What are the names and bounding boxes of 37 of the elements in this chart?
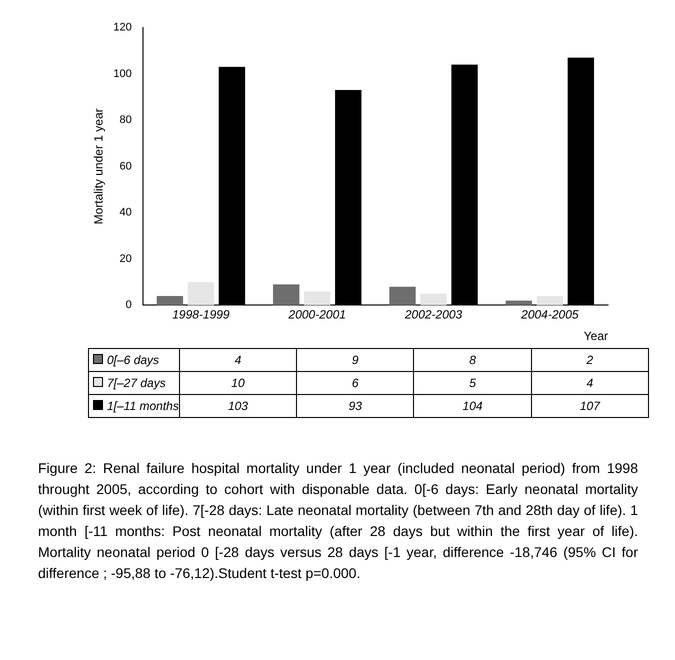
y-tick-label: 100 [113, 68, 132, 80]
caption: Figure 2: Renal failure hospital mortality under 1 year (included neonatal period) from 1998 throught 2005, according to cohort with disponable data. 0[-6 days: Early neonatal mortality (within first week of life). 7[-28 days: Late neonatal mortality (between 7th and 28th day of life). 1 month [-11 months: Post neonatal mortality (after 28 days but within the first year of life). Mortality neonatal period 0 [-28 days versus 28 days [-1 year, difference -18,746 (95% CI for difference ; -95,88 to -76,12).Student t-test p=0.000. [38, 459, 638, 583]
data-label: 5 [414, 372, 532, 394]
data-label: 4 [531, 372, 649, 394]
y-axis-title: Mortality under 1 year [92, 108, 106, 224]
bar [420, 294, 447, 306]
bar [304, 291, 330, 306]
y-tick-label: 60 [120, 160, 132, 172]
data-label: 9 [296, 348, 414, 372]
data-label: 103 [179, 394, 297, 418]
x-axis-title: Year [584, 329, 608, 344]
data-label: 6 [296, 372, 414, 394]
legend-label: 0[–6 days [88, 348, 180, 372]
data-label: 10 [179, 372, 297, 394]
data-label: 104 [414, 394, 532, 418]
y-tick-label: 120 [113, 22, 132, 34]
data-label: 2 [531, 348, 649, 372]
bar [273, 284, 300, 306]
data-label: 107 [531, 394, 649, 418]
x-tick-label: 2002-2003 [404, 308, 463, 322]
data-label: 93 [296, 394, 414, 418]
legend-label: 7[–27 days [88, 372, 180, 394]
bar [188, 282, 214, 306]
y-tick-label: 80 [120, 114, 132, 126]
x-tick-label: 2004-2005 [520, 308, 579, 322]
bar [506, 300, 532, 306]
legend-label: 1[–11 months [88, 394, 180, 418]
x-tick-label: 1998-1999 [172, 308, 230, 322]
bar [536, 296, 564, 306]
bar [389, 286, 416, 306]
y-tick-label: 40 [120, 206, 132, 219]
y-tick-label: 20 [120, 252, 132, 265]
bar [156, 296, 184, 306]
data-label: 8 [414, 348, 532, 372]
y-tick-label: 0 [126, 299, 132, 312]
x-tick-label: 2000-2001 [288, 308, 346, 322]
data-label: 4 [179, 348, 297, 372]
